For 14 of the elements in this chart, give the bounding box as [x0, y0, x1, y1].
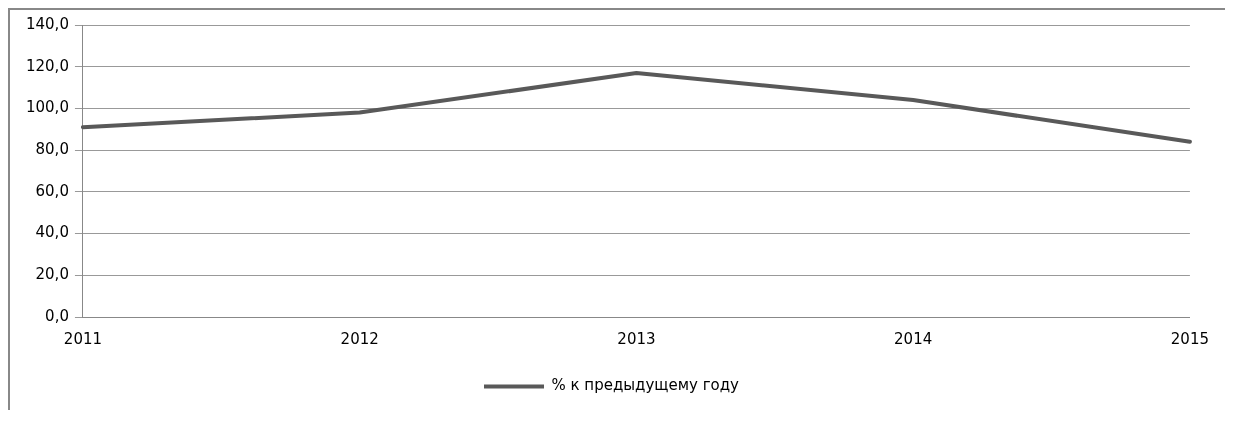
y-tick-label: 20,0: [35, 265, 69, 284]
y-tick-label: 120,0: [25, 56, 69, 75]
y-tick-label: 80,0: [35, 140, 69, 159]
y-tick-label: 0,0: [45, 306, 69, 325]
y-tick-label: 60,0: [35, 181, 69, 200]
x-tick-label: 2013: [617, 329, 656, 348]
y-tick-label: 100,0: [25, 98, 69, 117]
legend-label: % к предыдущему году: [551, 376, 740, 395]
x-tick-label: 2015: [1170, 329, 1210, 348]
x-tick-label: 2014: [894, 329, 933, 348]
y-tick-label: 140,0: [25, 14, 69, 33]
y-tick-label: 40,0: [35, 223, 69, 242]
x-tick-label: 2011: [63, 329, 103, 348]
x-tick-label: 2012: [340, 329, 379, 348]
